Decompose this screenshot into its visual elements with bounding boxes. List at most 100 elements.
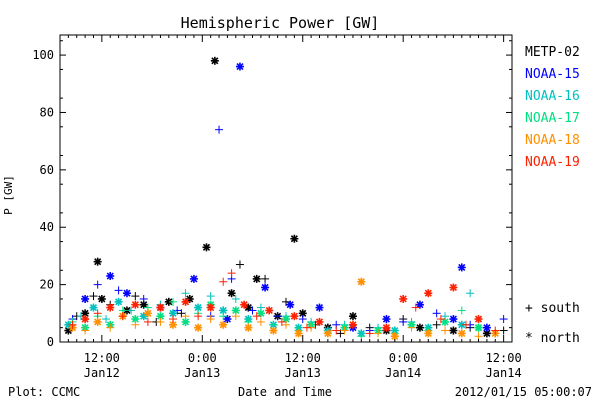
point-north-noaa-19	[399, 294, 408, 303]
point-north-noaa-15	[286, 300, 295, 309]
point-south-noaa-19	[118, 312, 127, 321]
chart-title: Hemispheric Power [GW]	[181, 14, 380, 32]
x-tick-label-time: 0:00	[188, 351, 217, 365]
y-tick-label: 0	[47, 335, 54, 349]
point-south-noaa-17	[219, 312, 228, 321]
point-north-noaa-19	[131, 300, 140, 309]
point-south-noaa-17	[457, 306, 466, 315]
point-north-noaa-18	[194, 323, 203, 332]
point-south-noaa-18	[206, 315, 215, 324]
point-north-noaa-15	[457, 263, 466, 272]
star-d2	[106, 272, 114, 280]
point-south-noaa-16	[76, 312, 85, 321]
point-south-noaa-15	[432, 309, 441, 318]
point-south-noaa-16	[127, 306, 136, 315]
point-south-noaa-18	[441, 326, 450, 335]
x-tick-label-date: Jan13	[184, 366, 220, 380]
star-d2	[156, 312, 165, 320]
point-north-noaa-19	[474, 315, 483, 324]
point-south-noaa-19	[194, 312, 203, 321]
star-d2	[140, 301, 148, 309]
point-north-noaa-15	[315, 303, 324, 312]
star-d2	[315, 304, 324, 312]
point-north-noaa-19	[424, 289, 433, 298]
point-south-noaa-15	[273, 312, 282, 321]
point-north-noaa-19	[449, 283, 458, 292]
point-north-noaa-19	[315, 317, 324, 326]
point-north-metp-02	[348, 312, 357, 321]
point-north-metp-02	[93, 257, 102, 266]
star-d2	[244, 304, 252, 312]
footer-plot-credit: Plot: CCMC	[8, 385, 80, 399]
point-south-metp-02	[282, 297, 290, 306]
star-d2	[483, 324, 491, 332]
point-south-noaa-19	[436, 315, 445, 324]
star-d2	[123, 306, 131, 315]
point-south-metp-02	[177, 309, 186, 318]
star-d2	[286, 301, 294, 309]
x-tick-label-time: 0:00	[389, 351, 418, 365]
star-d2	[219, 321, 227, 329]
star-d2	[194, 324, 202, 332]
star-d2	[181, 318, 190, 326]
point-south-noaa-18	[231, 312, 240, 321]
star-d2	[81, 315, 89, 323]
star-d2	[219, 306, 227, 315]
x-tick-label-date: Jan14	[385, 366, 421, 380]
star-d2	[94, 258, 102, 266]
point-south-metp-02	[235, 260, 244, 269]
point-south-noaa-15	[248, 306, 257, 315]
point-south-noaa-17	[169, 297, 177, 306]
point-south-noaa-18	[81, 326, 90, 335]
point-north-noaa-19	[156, 303, 165, 312]
point-north-noaa-15	[482, 323, 491, 332]
star-d2	[449, 326, 457, 335]
x-tick-label-date: Jan12	[84, 366, 120, 380]
point-south-noaa-19	[302, 323, 311, 332]
y-tick-label: 100	[32, 48, 54, 62]
point-north-noaa-19	[290, 312, 299, 321]
point-south-noaa-18	[374, 329, 383, 338]
point-south-noaa-15	[399, 317, 408, 326]
point-north-noaa-18	[269, 326, 278, 335]
point-south-noaa-19	[143, 317, 152, 326]
point-south-noaa-16	[181, 289, 190, 298]
star-d2	[399, 295, 407, 303]
star-d2	[202, 243, 211, 251]
star-d2	[81, 309, 89, 317]
point-north-noaa-15	[449, 315, 458, 324]
point-north-noaa-19	[106, 303, 115, 312]
point-north-metp-02	[415, 323, 424, 332]
point-north-noaa-15	[81, 294, 90, 303]
point-north-noaa-18	[244, 323, 253, 332]
point-north-noaa-18	[323, 329, 332, 338]
point-north-noaa-15	[189, 274, 198, 283]
star-d2	[169, 321, 177, 329]
star-d2	[458, 321, 466, 329]
star-d2	[89, 304, 98, 312]
point-south-noaa-18	[474, 332, 483, 341]
point-south-noaa-18	[256, 317, 265, 326]
star-d2	[449, 315, 457, 323]
star-d2	[232, 306, 240, 315]
star-d2	[349, 312, 357, 320]
star-d2	[123, 289, 131, 297]
point-south-metp-02	[336, 329, 345, 338]
star-d2	[282, 315, 290, 323]
point-north-metp-02	[210, 56, 219, 65]
star-d2	[416, 324, 424, 332]
star-d2	[244, 324, 252, 332]
point-south-noaa-19	[169, 315, 177, 324]
point-north-metp-02	[185, 294, 194, 303]
point-south-noaa-19	[491, 326, 500, 335]
point-north-noaa-18	[93, 317, 102, 326]
plot-frame	[59, 34, 513, 343]
point-north-metp-02	[227, 289, 236, 298]
star-d2	[115, 298, 123, 306]
point-north-noaa-18	[357, 277, 366, 286]
star-d2	[261, 283, 269, 292]
legend-noaa-19: NOAA-19	[525, 155, 580, 170]
point-north-noaa-17	[441, 317, 450, 326]
point-north-noaa-15	[415, 300, 424, 309]
